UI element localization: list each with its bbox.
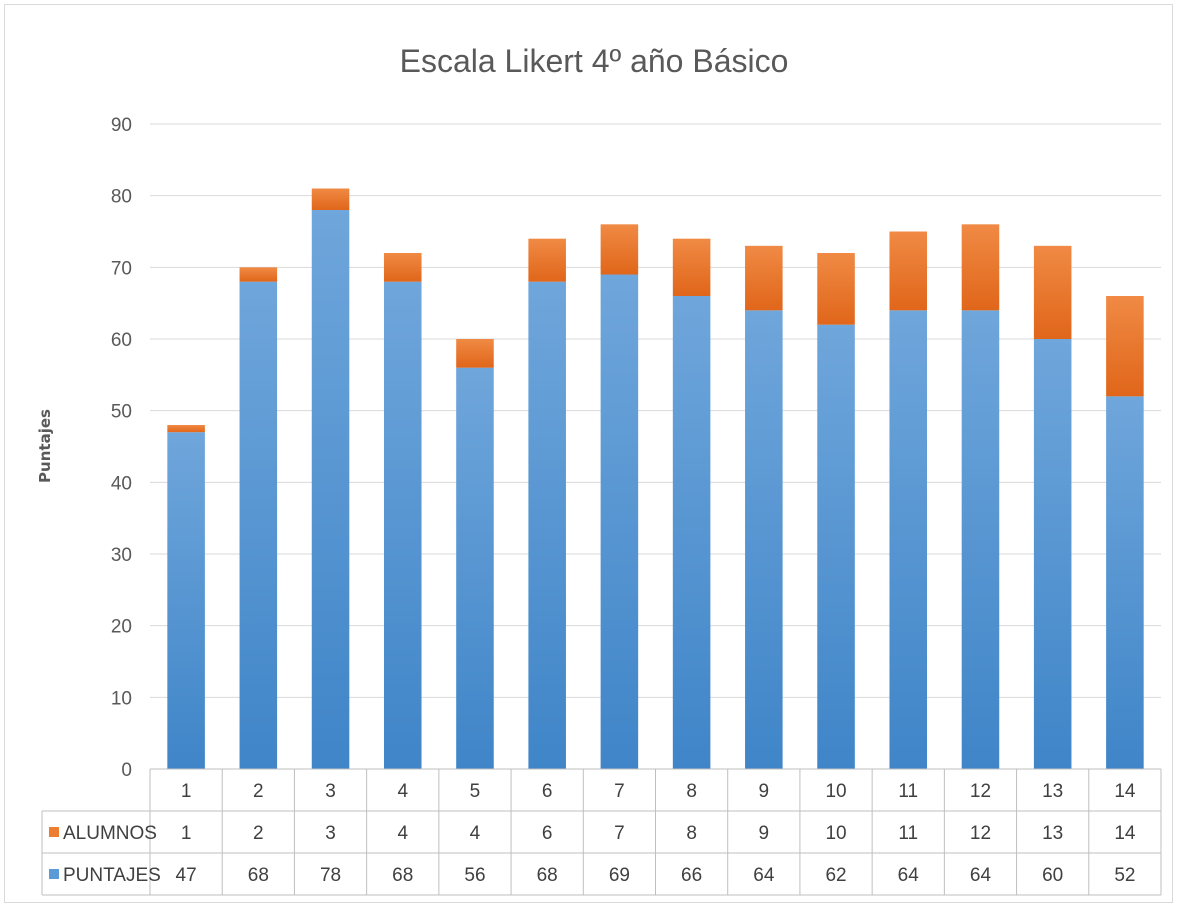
data-label-puntajes: 47 xyxy=(176,865,197,886)
data-label-puntajes: 64 xyxy=(970,865,992,886)
data-label-alumnos: 2 xyxy=(253,823,264,844)
data-label-puntajes: 68 xyxy=(248,865,269,886)
bar-alumnos-8 xyxy=(672,238,711,296)
data-label-puntajes: 52 xyxy=(1114,865,1135,886)
data-label-alumnos: 12 xyxy=(970,823,991,844)
data-label-alumnos: 9 xyxy=(759,823,770,844)
x-tick-label: 13 xyxy=(1042,781,1063,802)
bar-alumnos-10 xyxy=(817,253,855,325)
x-tick-label: 11 xyxy=(898,781,918,802)
data-label-alumnos: 7 xyxy=(614,823,625,844)
data-label-alumnos: 13 xyxy=(1042,823,1063,844)
bar-alumnos-9 xyxy=(745,245,783,311)
bar-puntajes-3 xyxy=(311,210,350,769)
bar-puntajes-10 xyxy=(817,324,855,769)
y-tick-label: 0 xyxy=(121,760,132,781)
bar-alumnos-13 xyxy=(1033,245,1072,339)
data-label-puntajes: 68 xyxy=(537,865,558,886)
data-label-alumnos: 4 xyxy=(470,823,481,844)
legend-key-alumnos xyxy=(49,827,59,837)
data-label-puntajes: 78 xyxy=(320,865,341,886)
bar-alumnos-14 xyxy=(1106,296,1144,397)
y-tick-label: 50 xyxy=(111,402,132,423)
bar-puntajes-2 xyxy=(239,281,278,769)
bar-puntajes-11 xyxy=(889,310,928,769)
bar-puntajes-4 xyxy=(383,281,422,769)
data-label-puntajes: 60 xyxy=(1042,865,1063,886)
x-tick-label: 2 xyxy=(253,781,264,802)
data-label-alumnos: 10 xyxy=(825,823,846,844)
x-tick-label: 8 xyxy=(686,781,697,802)
y-tick-label: 70 xyxy=(111,258,132,279)
bar-alumnos-4 xyxy=(383,253,422,282)
x-tick-label: 4 xyxy=(397,781,408,802)
bar-alumnos-11 xyxy=(889,231,928,311)
data-label-puntajes: 69 xyxy=(609,865,630,886)
x-tick-label: 1 xyxy=(181,781,192,802)
bar-alumnos-6 xyxy=(528,238,566,282)
legend-label-puntajes: PUNTAJES xyxy=(63,865,161,886)
y-axis-title: Puntajes xyxy=(36,409,54,483)
legend-label-alumnos: ALUMNOS xyxy=(63,823,157,844)
bar-alumnos-12 xyxy=(961,224,1000,311)
y-tick-label: 10 xyxy=(111,688,132,709)
y-tick-label: 20 xyxy=(111,617,132,638)
bar-puntajes-8 xyxy=(672,296,711,769)
bar-puntajes-12 xyxy=(961,310,1000,769)
legend-key-puntajes xyxy=(49,869,59,879)
data-label-alumnos: 6 xyxy=(542,823,553,844)
data-label-puntajes: 66 xyxy=(681,865,702,886)
bar-puntajes-7 xyxy=(600,274,639,769)
bar-puntajes-13 xyxy=(1033,339,1072,769)
y-tick-label: 30 xyxy=(111,545,132,566)
bars xyxy=(167,188,1144,769)
x-tick-label: 12 xyxy=(970,781,991,802)
bar-puntajes-6 xyxy=(528,281,566,769)
data-label-alumnos: 1 xyxy=(181,823,192,844)
data-label-puntajes: 56 xyxy=(464,865,485,886)
bar-puntajes-9 xyxy=(745,310,783,769)
data-label-puntajes: 62 xyxy=(825,865,846,886)
x-tick-label: 14 xyxy=(1114,781,1136,802)
data-label-alumnos: 8 xyxy=(686,823,697,844)
data-label-alumnos: 11 xyxy=(898,823,918,844)
bar-puntajes-5 xyxy=(456,367,494,769)
bar-alumnos-3 xyxy=(311,188,350,210)
data-label-puntajes: 68 xyxy=(392,865,413,886)
x-tick-label: 3 xyxy=(325,781,336,802)
y-axis-ticks: 0 10 20 30 40 50 60 70 80 90 xyxy=(111,115,132,781)
gridlines xyxy=(150,123,1161,698)
bar-alumnos-1 xyxy=(167,425,205,433)
y-tick-label: 80 xyxy=(111,187,132,208)
bar-puntajes-1 xyxy=(167,432,205,769)
bar-alumnos-7 xyxy=(600,224,639,275)
data-label-puntajes: 64 xyxy=(753,865,775,886)
data-label-puntajes: 64 xyxy=(898,865,920,886)
x-tick-label: 9 xyxy=(759,781,770,802)
bar-alumnos-5 xyxy=(456,339,494,368)
y-tick-label: 90 xyxy=(111,115,132,136)
data-label-alumnos: 4 xyxy=(397,823,408,844)
x-tick-label: 5 xyxy=(470,781,481,802)
x-tick-label: 6 xyxy=(542,781,553,802)
x-tick-label: 7 xyxy=(614,781,625,802)
chart-title: Escala Likert 4º año Básico xyxy=(400,43,789,79)
bar-puntajes-14 xyxy=(1106,396,1144,769)
bar-alumnos-2 xyxy=(239,267,278,282)
y-tick-label: 60 xyxy=(111,330,132,351)
x-tick-label: 10 xyxy=(825,781,846,802)
data-label-alumnos: 14 xyxy=(1114,823,1136,844)
y-tick-label: 40 xyxy=(111,473,132,494)
data-label-alumnos: 3 xyxy=(325,823,336,844)
